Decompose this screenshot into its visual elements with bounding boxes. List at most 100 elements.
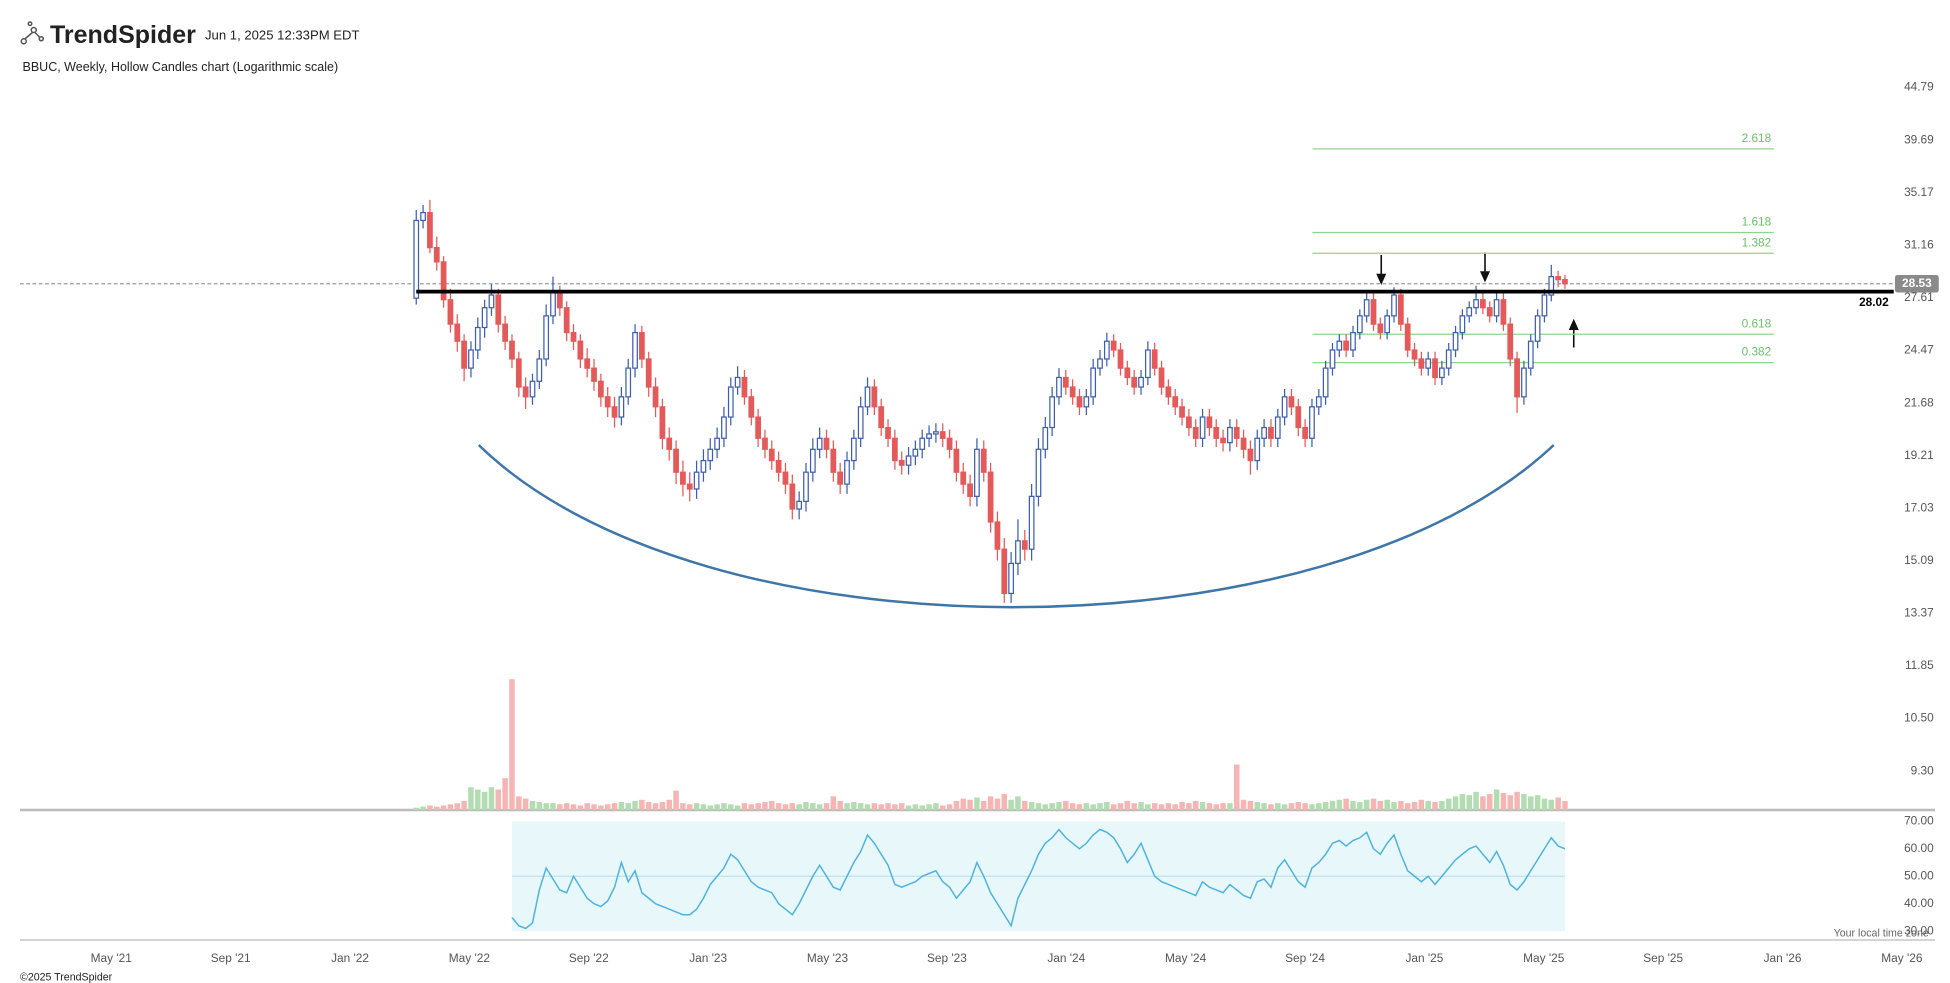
y-tick-label: 9.30	[1911, 764, 1934, 778]
volume-bar	[1145, 804, 1151, 810]
fib-label: 1.382	[1742, 235, 1772, 249]
candle-body	[577, 340, 584, 360]
volume-bar	[1309, 804, 1315, 810]
volume-bar	[687, 804, 693, 810]
volume-bar	[1445, 798, 1452, 810]
candle-body	[468, 349, 474, 369]
volume-bar	[1165, 803, 1172, 810]
candle-body	[556, 291, 563, 309]
volume-bar	[1432, 802, 1438, 810]
volume-bar	[1404, 803, 1411, 810]
y-tick-label: 24.47	[1904, 343, 1934, 357]
volume-bar	[769, 800, 775, 810]
volume-bar	[981, 800, 987, 810]
candle-body	[1438, 367, 1445, 379]
candle-body	[488, 294, 495, 309]
candle-body	[1206, 416, 1213, 429]
volume-bar	[1384, 799, 1390, 810]
volume-bar	[693, 803, 700, 810]
volume-bar	[1357, 802, 1363, 810]
candle-body	[625, 367, 632, 398]
volume-bar	[1398, 800, 1404, 810]
candle-body	[1097, 358, 1103, 369]
candle-body	[782, 471, 789, 485]
volume-bar	[1288, 803, 1295, 810]
rsi-line	[511, 828, 1566, 930]
volume-bar	[1234, 764, 1240, 810]
candle-body	[1261, 426, 1267, 439]
rsi-tick-label: 30.00	[1904, 923, 1934, 937]
candle-body	[1404, 323, 1411, 351]
candle-body	[967, 483, 973, 497]
volume-bar	[1001, 794, 1008, 810]
volume-bar	[871, 803, 878, 810]
volume-bar	[509, 679, 515, 810]
volume-bar	[1213, 804, 1219, 810]
x-tick-label: May '26	[1881, 951, 1923, 965]
volume-bar	[652, 803, 659, 810]
candle-body	[775, 459, 782, 473]
volume-bar	[1336, 799, 1343, 810]
volume-bar	[584, 803, 590, 810]
volume-bar	[1090, 804, 1096, 810]
candle-body	[1179, 406, 1185, 418]
volume-bar	[1316, 803, 1322, 810]
volume-bar	[1514, 791, 1520, 810]
volume-bar	[598, 805, 604, 810]
volume-bar	[611, 803, 618, 810]
candle-body	[1124, 367, 1131, 379]
candle-body	[1254, 437, 1261, 462]
candle-body	[700, 459, 707, 473]
volume-bar	[625, 803, 631, 810]
y-tick-label: 44.79	[1904, 80, 1934, 94]
volume-bar	[830, 796, 837, 810]
volume-bar	[1473, 791, 1479, 810]
candle-body	[1172, 396, 1179, 408]
candle-body	[474, 326, 481, 351]
volume-bar	[1035, 803, 1042, 810]
candle-body	[816, 437, 823, 450]
candle-body	[1418, 358, 1425, 369]
candle-body	[1295, 406, 1302, 429]
volume-bar	[632, 800, 638, 810]
volume-bar	[481, 791, 488, 810]
candle-body	[960, 471, 967, 485]
candle-body	[1507, 323, 1514, 360]
volume-bar	[618, 802, 625, 810]
x-tick-label: Jan '22	[331, 951, 369, 965]
volume-bar	[550, 803, 556, 810]
candle-body	[1001, 548, 1008, 595]
candle-body	[1445, 349, 1452, 369]
candle-body	[502, 323, 509, 342]
volume-bar	[1329, 800, 1336, 810]
candle-body	[1227, 426, 1233, 444]
y-tick-label: 10.50	[1904, 711, 1934, 725]
candle-body	[850, 437, 857, 462]
volume-bar	[905, 805, 912, 810]
x-tick-label: Jan '24	[1047, 951, 1085, 965]
candle-body	[515, 358, 522, 388]
candle-body	[1432, 358, 1438, 379]
volume-bar	[755, 803, 761, 810]
candle-body	[1329, 349, 1336, 369]
volume-bar	[1069, 803, 1076, 810]
volume-bar	[447, 804, 454, 810]
volume-bar	[1179, 802, 1185, 810]
volume-bar	[1172, 804, 1178, 810]
candle-body	[837, 471, 844, 485]
candle-body	[1103, 340, 1110, 360]
volume-bar	[700, 804, 707, 810]
candle-body	[987, 471, 994, 523]
candle-body	[1315, 396, 1322, 408]
candle-body	[885, 426, 891, 439]
candle-body	[1035, 448, 1042, 497]
candle-body	[1343, 340, 1350, 351]
volume-bar	[516, 796, 522, 810]
volume-bar	[864, 804, 871, 810]
y-tick-label: 27.61	[1904, 290, 1934, 304]
candle-body	[1056, 376, 1062, 398]
volume-bar	[721, 803, 727, 810]
candle-body	[1562, 279, 1568, 285]
volume-bar	[1022, 800, 1028, 810]
x-tick-label: Jan '25	[1405, 951, 1443, 965]
